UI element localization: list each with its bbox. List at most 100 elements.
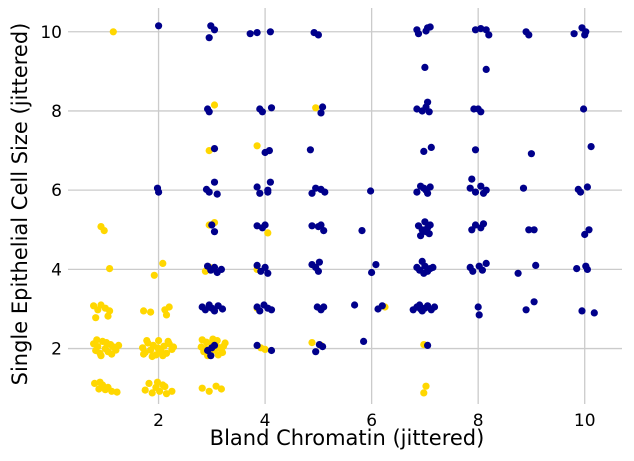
data-point-navy — [429, 263, 437, 271]
data-point-yellow — [108, 387, 116, 395]
data-point-navy — [570, 30, 578, 38]
data-point-yellow — [261, 345, 269, 353]
data-point-navy — [246, 30, 254, 38]
data-point-navy — [525, 31, 533, 39]
data-point-yellow — [312, 104, 320, 112]
data-point-navy — [466, 184, 474, 192]
data-point-yellow — [162, 311, 171, 319]
data-point-yellow — [164, 337, 172, 345]
data-point-yellow — [97, 352, 105, 360]
data-point-navy — [482, 186, 490, 194]
data-point-yellow — [147, 308, 155, 316]
data-point-navy — [581, 230, 589, 239]
data-point-yellow — [108, 350, 116, 358]
data-point-navy — [367, 187, 375, 195]
data-point-yellow — [156, 347, 164, 355]
y-tick-label: 10 — [40, 23, 62, 43]
data-point-navy — [474, 303, 482, 311]
data-point-navy — [482, 259, 490, 267]
x-tick-label: 4 — [260, 411, 271, 431]
data-point-yellow — [101, 386, 109, 394]
data-point-yellow — [148, 389, 156, 397]
data-point-navy — [471, 188, 480, 196]
data-point-yellow — [217, 385, 225, 393]
data-point-navy — [525, 226, 533, 234]
data-point-navy — [582, 28, 590, 36]
data-point-yellow — [198, 384, 206, 392]
data-point-navy — [468, 175, 476, 183]
data-point-navy — [585, 226, 593, 234]
data-point-yellow — [141, 386, 149, 394]
data-point-navy — [155, 188, 163, 196]
y-tick-label: 4 — [51, 260, 62, 280]
data-point-yellow — [109, 28, 117, 36]
data-point-yellow — [106, 265, 114, 273]
data-point-navy — [530, 226, 538, 234]
data-point-yellow — [264, 229, 272, 237]
data-point-navy — [424, 341, 432, 349]
data-point-yellow — [104, 312, 112, 320]
x-tick-label: 8 — [473, 411, 484, 431]
data-point-navy — [471, 221, 480, 229]
y-tick-label: 6 — [51, 181, 62, 201]
data-point-yellow — [140, 307, 148, 315]
data-point-yellow — [91, 379, 99, 387]
data-point-navy — [421, 63, 429, 71]
data-point-navy — [583, 265, 592, 273]
data-point-navy — [253, 261, 261, 269]
data-point-navy — [372, 261, 380, 269]
data-point-yellow — [253, 142, 261, 150]
data-point-navy — [253, 341, 261, 349]
data-point-navy — [413, 188, 421, 196]
data-point-navy — [218, 305, 227, 313]
data-point-yellow — [162, 390, 171, 398]
data-point-navy — [530, 298, 538, 306]
data-point-navy — [256, 189, 264, 197]
data-point-yellow — [420, 389, 428, 397]
data-point-yellow — [198, 336, 206, 344]
data-point-navy — [306, 146, 314, 154]
data-point-navy — [261, 221, 269, 229]
data-point-navy — [317, 221, 325, 229]
data-point-yellow — [93, 336, 101, 344]
data-point-navy — [213, 190, 221, 198]
data-point-navy — [210, 145, 219, 153]
data-point-yellow — [210, 101, 219, 109]
data-point-navy — [477, 182, 485, 190]
data-point-navy — [321, 188, 329, 196]
data-point-navy — [264, 188, 272, 196]
data-point-navy — [583, 183, 592, 191]
data-point-yellow — [169, 343, 178, 351]
x-tick-label: 2 — [153, 411, 164, 431]
data-point-navy — [317, 109, 325, 117]
data-point-navy — [264, 269, 272, 277]
data-point-navy — [360, 337, 368, 345]
data-point-yellow — [92, 314, 100, 322]
data-point-navy — [414, 30, 423, 38]
data-point-navy — [253, 28, 261, 37]
data-point-navy — [479, 220, 488, 228]
data-point-navy — [482, 65, 490, 73]
x-tick-label: 10 — [574, 411, 596, 431]
data-point-navy — [421, 218, 429, 226]
data-point-yellow — [214, 351, 222, 359]
data-point-yellow — [150, 271, 158, 279]
data-point-navy — [351, 301, 359, 309]
data-point-navy — [425, 230, 433, 238]
data-point-navy — [527, 150, 536, 158]
data-point-navy — [587, 143, 595, 151]
data-point-navy — [580, 105, 588, 113]
data-point-navy — [475, 311, 483, 319]
data-point-navy — [420, 147, 428, 155]
data-point-navy — [217, 265, 225, 273]
data-point-navy — [420, 269, 428, 277]
data-point-navy — [378, 302, 386, 310]
data-point-navy — [477, 108, 485, 116]
data-point-yellow — [159, 259, 167, 267]
y-tick-label: 8 — [51, 102, 62, 122]
data-point-navy — [308, 222, 316, 230]
data-point-yellow — [143, 337, 151, 345]
data-point-navy — [320, 227, 328, 235]
data-point-navy — [314, 31, 322, 39]
